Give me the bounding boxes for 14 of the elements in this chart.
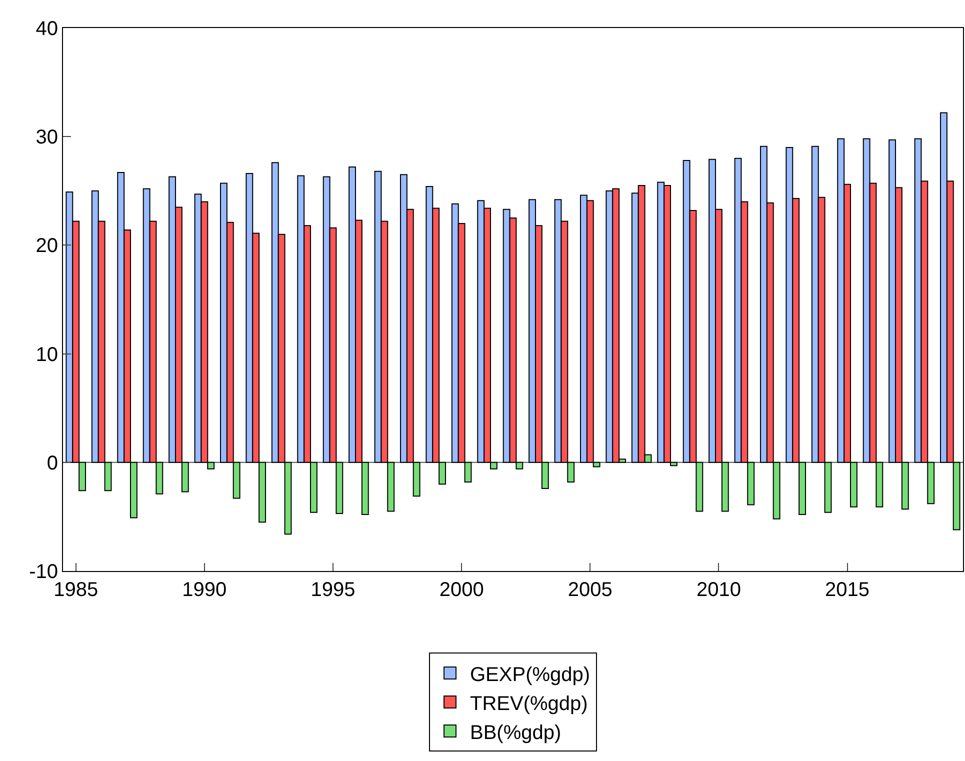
x-tick-label: 2015 xyxy=(825,579,870,601)
x-tick-label: 2010 xyxy=(696,579,741,601)
x-tick-label: 1990 xyxy=(182,579,227,601)
legend-label: TREV(%gdp) xyxy=(470,692,588,715)
y-tick-label: 10 xyxy=(36,344,58,366)
y-tick-label: 40 xyxy=(36,18,58,40)
y-tick-label: 30 xyxy=(36,126,58,149)
legend-label: BB(%gdp) xyxy=(470,722,562,744)
x-tick-label: 1995 xyxy=(310,579,356,601)
x-tick-label: 2000 xyxy=(439,579,484,601)
x-tick-label: 2005 xyxy=(568,579,612,601)
y-tick-label: 0 xyxy=(46,452,58,474)
legend-label: GEXP(%gdp) xyxy=(470,664,590,686)
y-tick-label: 20 xyxy=(36,235,58,258)
